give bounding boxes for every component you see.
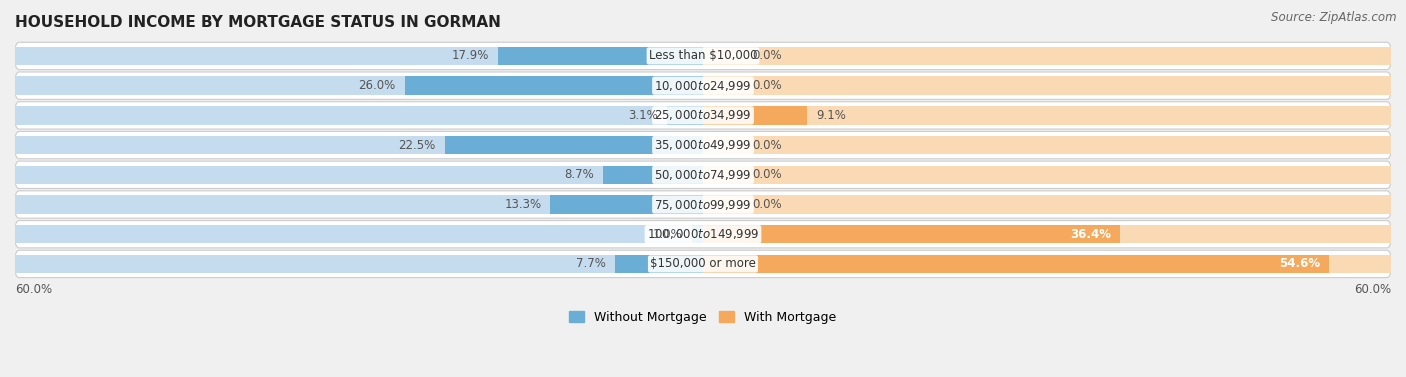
FancyBboxPatch shape	[15, 221, 1391, 248]
Text: Less than $10,000: Less than $10,000	[648, 49, 758, 63]
Bar	[15, 195, 703, 214]
Text: 60.0%: 60.0%	[1354, 283, 1391, 296]
FancyBboxPatch shape	[15, 191, 1391, 218]
Bar	[405, 77, 703, 95]
Text: HOUSEHOLD INCOME BY MORTGAGE STATUS IN GORMAN: HOUSEHOLD INCOME BY MORTGAGE STATUS IN G…	[15, 15, 501, 30]
Bar	[603, 166, 703, 184]
Text: $75,000 to $99,999: $75,000 to $99,999	[654, 198, 752, 211]
Bar	[692, 225, 703, 244]
Text: 8.7%: 8.7%	[564, 168, 595, 181]
Bar	[703, 47, 1391, 65]
Bar	[703, 106, 807, 124]
FancyBboxPatch shape	[15, 132, 1391, 159]
FancyBboxPatch shape	[15, 72, 1391, 99]
Bar	[15, 225, 703, 244]
Bar	[15, 136, 703, 154]
Text: 3.1%: 3.1%	[628, 109, 658, 122]
FancyBboxPatch shape	[15, 161, 1391, 188]
Text: 9.1%: 9.1%	[817, 109, 846, 122]
Text: 0.0%: 0.0%	[752, 168, 782, 181]
Bar	[15, 77, 703, 95]
Bar	[498, 47, 703, 65]
Text: 7.7%: 7.7%	[575, 257, 606, 270]
Bar	[703, 255, 1391, 273]
Text: $50,000 to $74,999: $50,000 to $74,999	[654, 168, 752, 182]
FancyBboxPatch shape	[15, 42, 1391, 70]
Bar	[15, 255, 703, 273]
Bar	[703, 255, 1329, 273]
Bar	[551, 195, 703, 214]
Legend: Without Mortgage, With Mortgage: Without Mortgage, With Mortgage	[564, 306, 842, 329]
Bar	[703, 225, 1391, 244]
Bar	[15, 166, 703, 184]
FancyBboxPatch shape	[15, 250, 1391, 277]
Bar	[15, 47, 703, 65]
Text: $25,000 to $34,999: $25,000 to $34,999	[654, 108, 752, 123]
Bar	[614, 255, 703, 273]
Bar	[668, 106, 703, 124]
Text: 0.0%: 0.0%	[752, 198, 782, 211]
Text: 13.3%: 13.3%	[505, 198, 541, 211]
Bar	[703, 77, 1391, 95]
Text: 60.0%: 60.0%	[15, 283, 52, 296]
Text: $100,000 to $149,999: $100,000 to $149,999	[647, 227, 759, 241]
Bar	[446, 136, 703, 154]
Bar	[703, 225, 1121, 244]
Text: 1.0%: 1.0%	[652, 228, 682, 241]
Text: 0.0%: 0.0%	[752, 79, 782, 92]
Text: 54.6%: 54.6%	[1279, 257, 1320, 270]
Text: 36.4%: 36.4%	[1070, 228, 1111, 241]
Text: 22.5%: 22.5%	[398, 139, 436, 152]
Bar	[703, 136, 1391, 154]
Bar	[703, 195, 1391, 214]
Text: $35,000 to $49,999: $35,000 to $49,999	[654, 138, 752, 152]
Text: Source: ZipAtlas.com: Source: ZipAtlas.com	[1271, 11, 1396, 24]
FancyBboxPatch shape	[15, 102, 1391, 129]
Bar	[703, 166, 1391, 184]
Text: $10,000 to $24,999: $10,000 to $24,999	[654, 79, 752, 93]
Text: $150,000 or more: $150,000 or more	[650, 257, 756, 270]
Text: 17.9%: 17.9%	[451, 49, 488, 63]
Text: 0.0%: 0.0%	[752, 49, 782, 63]
Bar	[703, 106, 1391, 124]
Text: 0.0%: 0.0%	[752, 139, 782, 152]
Bar	[15, 106, 703, 124]
Text: 26.0%: 26.0%	[359, 79, 395, 92]
